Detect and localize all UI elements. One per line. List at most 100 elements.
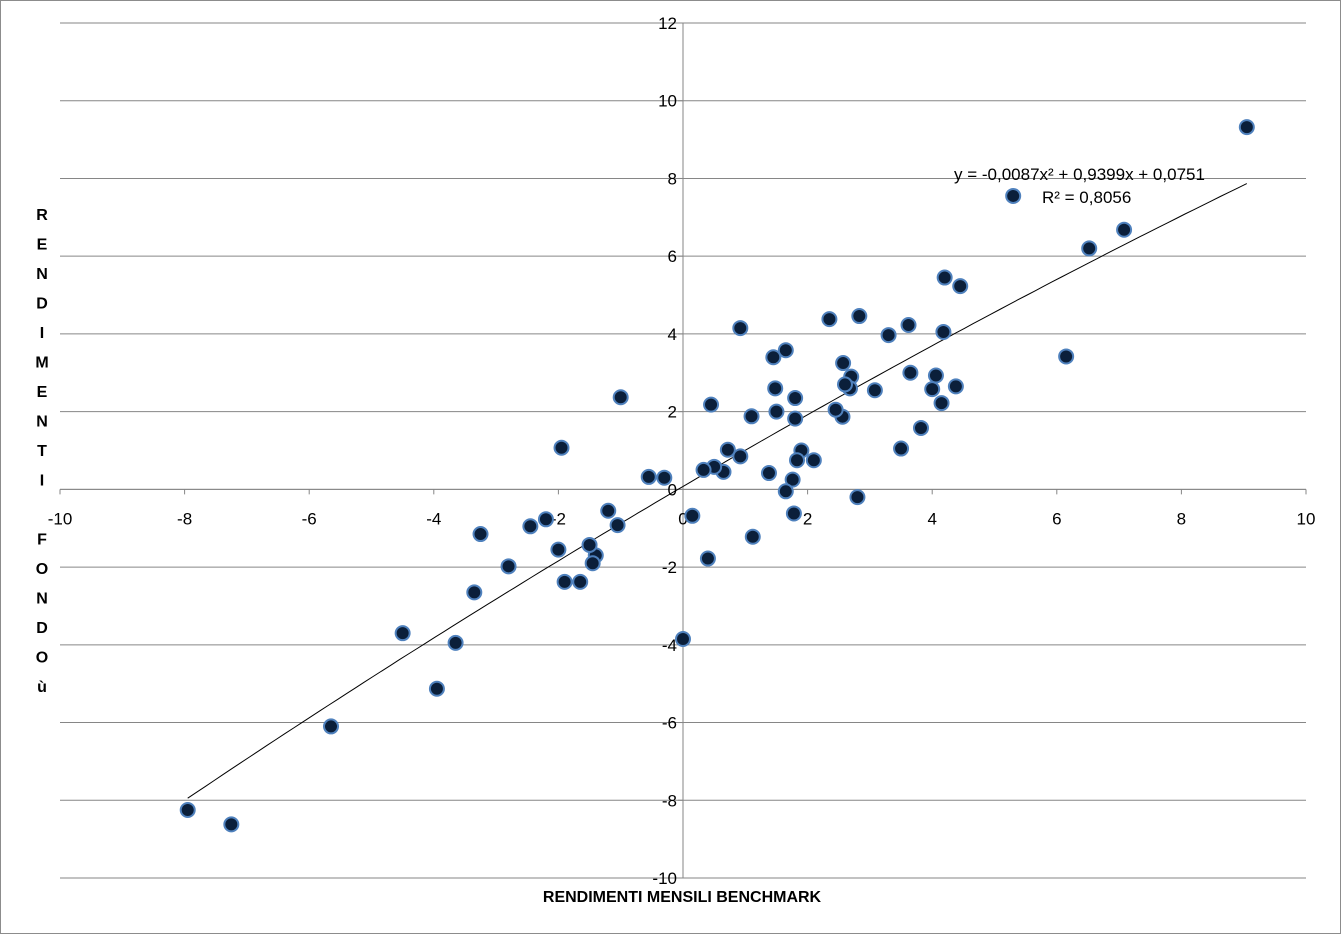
data-point [703, 396, 720, 413]
y-tick-label: -6 [662, 714, 677, 733]
data-point [947, 378, 964, 395]
y-axis-title-letter: O [36, 561, 48, 578]
data-point [935, 323, 952, 340]
data-point [866, 382, 883, 399]
data-point [768, 403, 785, 420]
data-points [179, 119, 1255, 833]
data-point [902, 364, 919, 381]
y-tick-label: -8 [662, 791, 677, 810]
data-point [767, 380, 784, 397]
data-point [556, 573, 573, 590]
data-point [600, 502, 617, 519]
data-point [684, 507, 701, 524]
x-axis-title: RENDIMENTI MENSILI BENCHMARK [543, 889, 822, 906]
data-point [777, 483, 794, 500]
data-point [924, 381, 941, 398]
data-point [851, 308, 868, 325]
data-point [428, 680, 445, 697]
data-point [612, 389, 629, 406]
trendline [187, 183, 1248, 799]
y-tick-label: -10 [652, 869, 677, 888]
data-point [912, 419, 929, 436]
y-axis-title-letter: N [36, 414, 48, 431]
data-point [466, 584, 483, 601]
x-tick-label: 8 [1177, 509, 1186, 528]
data-point [699, 550, 716, 567]
y-axis-title-letter: D [36, 296, 48, 313]
y-tick-label: 8 [668, 169, 677, 188]
y-axis-title-letter: E [37, 384, 48, 401]
data-point [719, 441, 736, 458]
data-point [927, 367, 944, 384]
data-point [732, 448, 749, 465]
data-point [836, 376, 853, 393]
data-point [179, 801, 196, 818]
trendline-r-squared: R² = 0,8056 [1042, 188, 1131, 207]
data-point [1081, 240, 1098, 257]
x-tick-label: 4 [927, 509, 936, 528]
data-point [323, 718, 340, 735]
data-point [1005, 187, 1022, 204]
x-tick-label: -2 [551, 509, 566, 528]
y-axis-title-letter: N [36, 591, 48, 608]
x-tick-label: -10 [48, 509, 73, 528]
x-tick-label: -8 [177, 509, 192, 528]
data-point [787, 390, 804, 407]
data-point [447, 634, 464, 651]
data-point [893, 440, 910, 457]
data-point [805, 452, 822, 469]
data-point [550, 541, 567, 558]
y-tick-label: -2 [662, 558, 677, 577]
data-point [835, 355, 852, 372]
data-point [936, 269, 953, 286]
x-tick-label: -4 [426, 509, 441, 528]
y-tick-label: -4 [662, 636, 677, 655]
data-point [765, 349, 782, 366]
data-point [223, 816, 240, 833]
y-tick-label: 0 [668, 480, 677, 499]
y-axis-title-letter: D [36, 620, 48, 637]
axes [59, 22, 1307, 879]
data-point [1116, 221, 1133, 238]
y-axis-title-letter: F [37, 532, 47, 549]
y-tick-label: 6 [668, 247, 677, 266]
data-point [787, 410, 804, 427]
x-tick-label: 2 [803, 509, 812, 528]
data-point [777, 342, 794, 359]
data-point [1238, 119, 1255, 136]
y-axis-title-letter: N [36, 266, 48, 283]
y-tick-label: 2 [668, 403, 677, 422]
data-point [827, 401, 844, 418]
y-axis-title-letter: ù [37, 679, 47, 696]
data-point [880, 327, 897, 344]
tick-labels: -10 -8 -6 -4 -2 0 2 4 6 8 10 12 -10 -8 -6 -4 -2 0 2 4 6 8 10 [48, 14, 1316, 888]
data-point [760, 465, 777, 482]
y-axis-title-letter: I [40, 325, 44, 342]
data-point [900, 316, 917, 333]
data-point [675, 630, 691, 647]
data-point [1058, 348, 1075, 365]
x-tick-label: 10 [1297, 509, 1316, 528]
x-tick-label: -6 [302, 509, 317, 528]
data-point [553, 439, 570, 456]
data-point [584, 555, 601, 572]
data-point [500, 558, 517, 575]
y-tick-label: 12 [658, 14, 677, 33]
data-point [472, 526, 489, 543]
data-point [572, 573, 589, 590]
y-tick-label: 10 [658, 92, 677, 111]
y-axis-title-letter: I [40, 473, 44, 490]
data-point [789, 452, 806, 469]
data-point [581, 536, 598, 553]
y-axis-title-letter: R [36, 207, 48, 224]
data-point [537, 511, 554, 528]
data-point [821, 311, 838, 328]
y-axis-title-letter: O [36, 650, 48, 667]
data-point [732, 320, 749, 337]
data-point [744, 528, 761, 545]
y-axis-title-letter: M [35, 355, 48, 372]
data-point [743, 408, 760, 425]
y-axis-title-letter: T [37, 443, 47, 460]
data-point [784, 471, 801, 488]
